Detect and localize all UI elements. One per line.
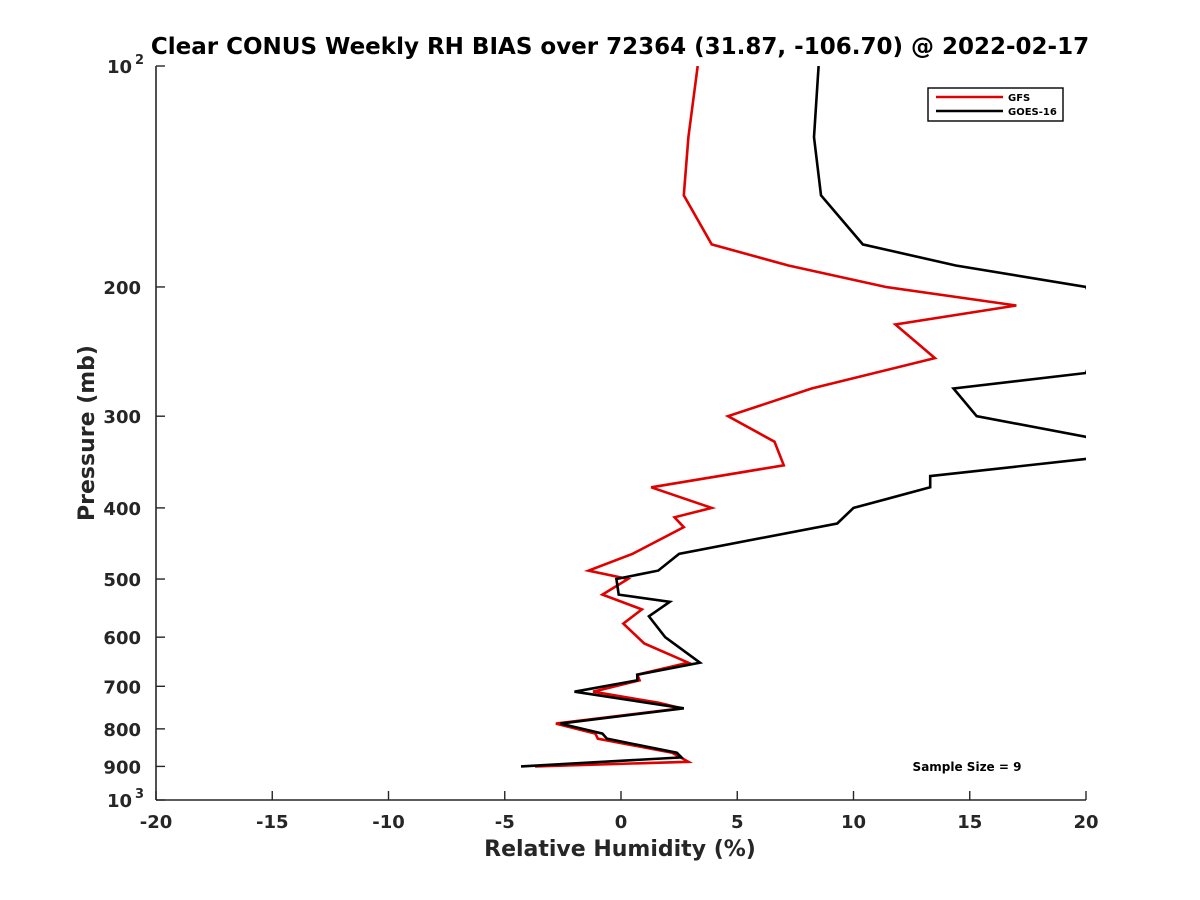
y-tick-label: 10	[107, 791, 132, 812]
y-tick-label-superscript: 2	[135, 53, 144, 68]
legend: GFS GOES-16	[927, 87, 1064, 122]
series-layer	[520, 66, 1086, 768]
x-axis-label: Relative Humidity (%)	[484, 837, 756, 862]
series-line-goes-16	[520, 66, 1086, 768]
x-tick-label: -15	[256, 812, 289, 833]
legend-box	[927, 87, 1064, 122]
y-tick-label: 600	[103, 628, 141, 649]
x-tick-label: 20	[1073, 812, 1098, 833]
y-tick-label: 200	[103, 278, 141, 299]
y-tick-label: 700	[103, 677, 141, 698]
x-tick-label: -20	[140, 812, 173, 833]
y-tick-label: 10	[107, 57, 132, 78]
y-tick-label: 300	[103, 407, 141, 428]
x-tick-label: 0	[615, 812, 628, 833]
y-axis-label: Pressure (mb)	[75, 345, 100, 521]
y-tick-label: 400	[103, 499, 141, 520]
y-tick-label-superscript: 3	[135, 787, 144, 802]
x-tick-label: -5	[495, 812, 515, 833]
y-tick-label: 900	[103, 757, 141, 778]
legend-label: GOES-16	[1008, 107, 1057, 118]
x-tick-label: 5	[731, 812, 744, 833]
sample-size-annotation: Sample Size = 9	[913, 760, 1022, 774]
y-tick-label: 800	[103, 720, 141, 741]
y-tick-label: 500	[103, 570, 141, 591]
x-tick-label: 15	[957, 812, 982, 833]
x-tick-label: 10	[841, 812, 866, 833]
chart-title: Clear CONUS Weekly RH BIAS over 72364 (3…	[151, 34, 1089, 60]
x-tick-label: -10	[372, 812, 405, 833]
legend-label: GFS	[1008, 93, 1030, 104]
